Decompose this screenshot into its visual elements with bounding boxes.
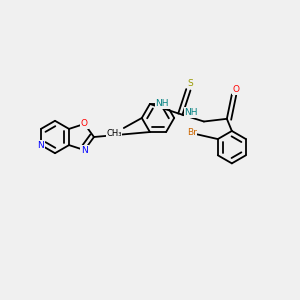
Text: O: O xyxy=(81,119,88,128)
Text: O: O xyxy=(232,85,239,94)
Text: NH: NH xyxy=(184,108,198,117)
Text: N: N xyxy=(38,141,44,150)
Text: Br: Br xyxy=(187,128,197,136)
Text: NH: NH xyxy=(155,99,169,108)
Text: S: S xyxy=(188,79,193,88)
Text: CH₃: CH₃ xyxy=(106,129,122,138)
Text: N: N xyxy=(81,146,88,154)
